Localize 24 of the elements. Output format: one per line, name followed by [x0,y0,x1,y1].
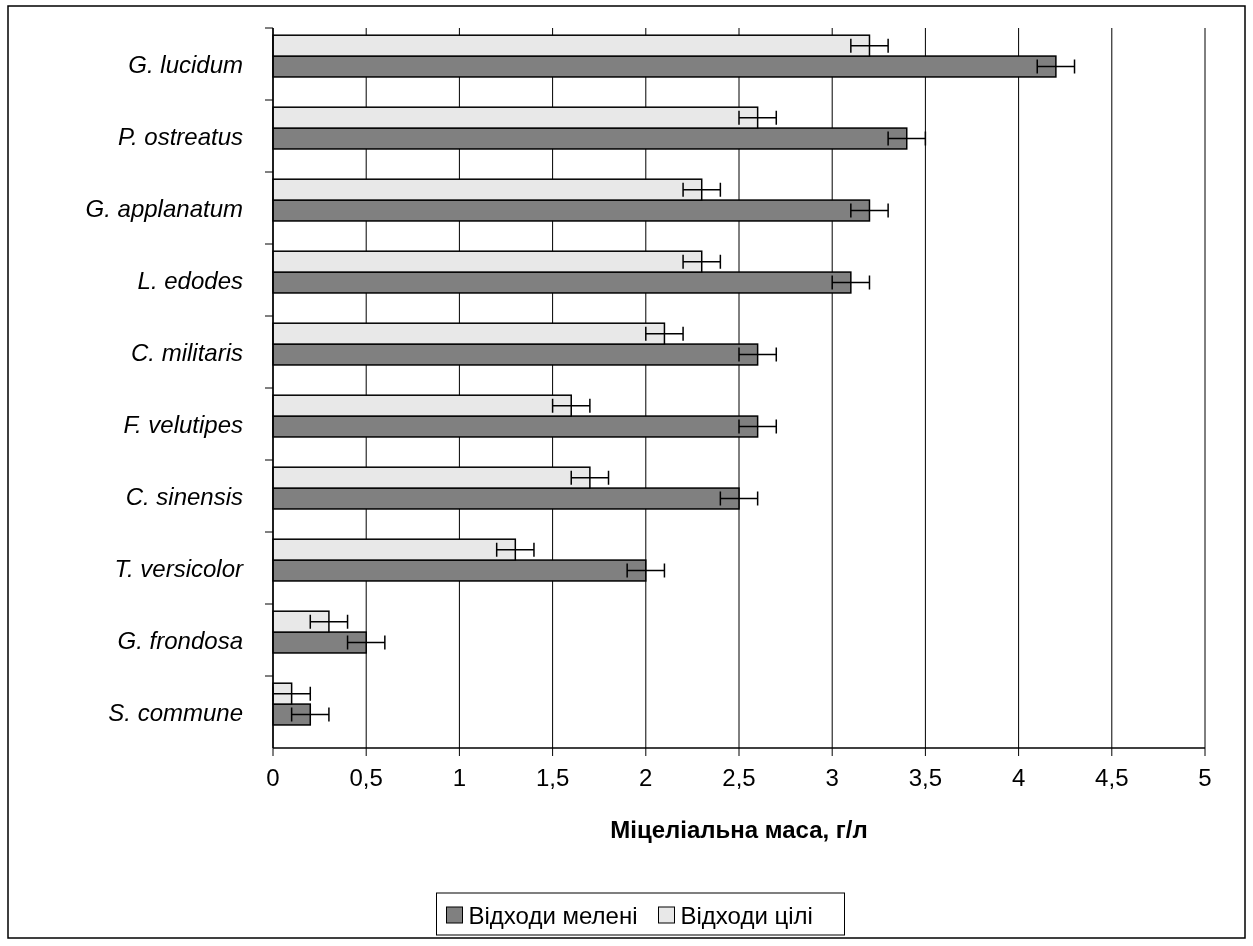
y-tick-label: G. frondosa [117,626,243,654]
x-tick-label: 4,5 [1095,764,1129,791]
y-tick-label: G. applanatum [85,194,243,222]
y-tick-label: G. lucidum [128,50,243,78]
x-axis-title: Міцеліальна маса, г/л [610,816,868,843]
y-tick-label: C. sinensis [125,482,243,510]
y-tick-label: T. versicolor [114,554,245,582]
x-tick-label: 5 [1198,764,1212,791]
legend-label: Відходи цілі [680,901,813,929]
y-tick-label: C. militaris [131,338,243,366]
y-tick-label: P. ostreatus [118,122,243,150]
x-tick-label: 1 [452,764,467,791]
x-tick-label: 0 [266,764,280,791]
y-tick-label: F. velutipes [123,410,243,438]
x-tick-label: 2 [639,764,653,791]
x-tick-label: 2,5 [722,764,756,791]
x-tick-label: 3 [825,764,839,791]
legend-label: Відходи мелені [468,901,638,929]
x-tick-label: 4 [1011,764,1026,791]
x-tick-label: 0,5 [349,764,383,791]
y-tick-label: L. edodes [137,266,243,294]
y-tick-label: S. commune [108,698,243,726]
x-tick-label: 1,5 [535,764,570,791]
x-tick-label: 3,5 [908,764,943,791]
